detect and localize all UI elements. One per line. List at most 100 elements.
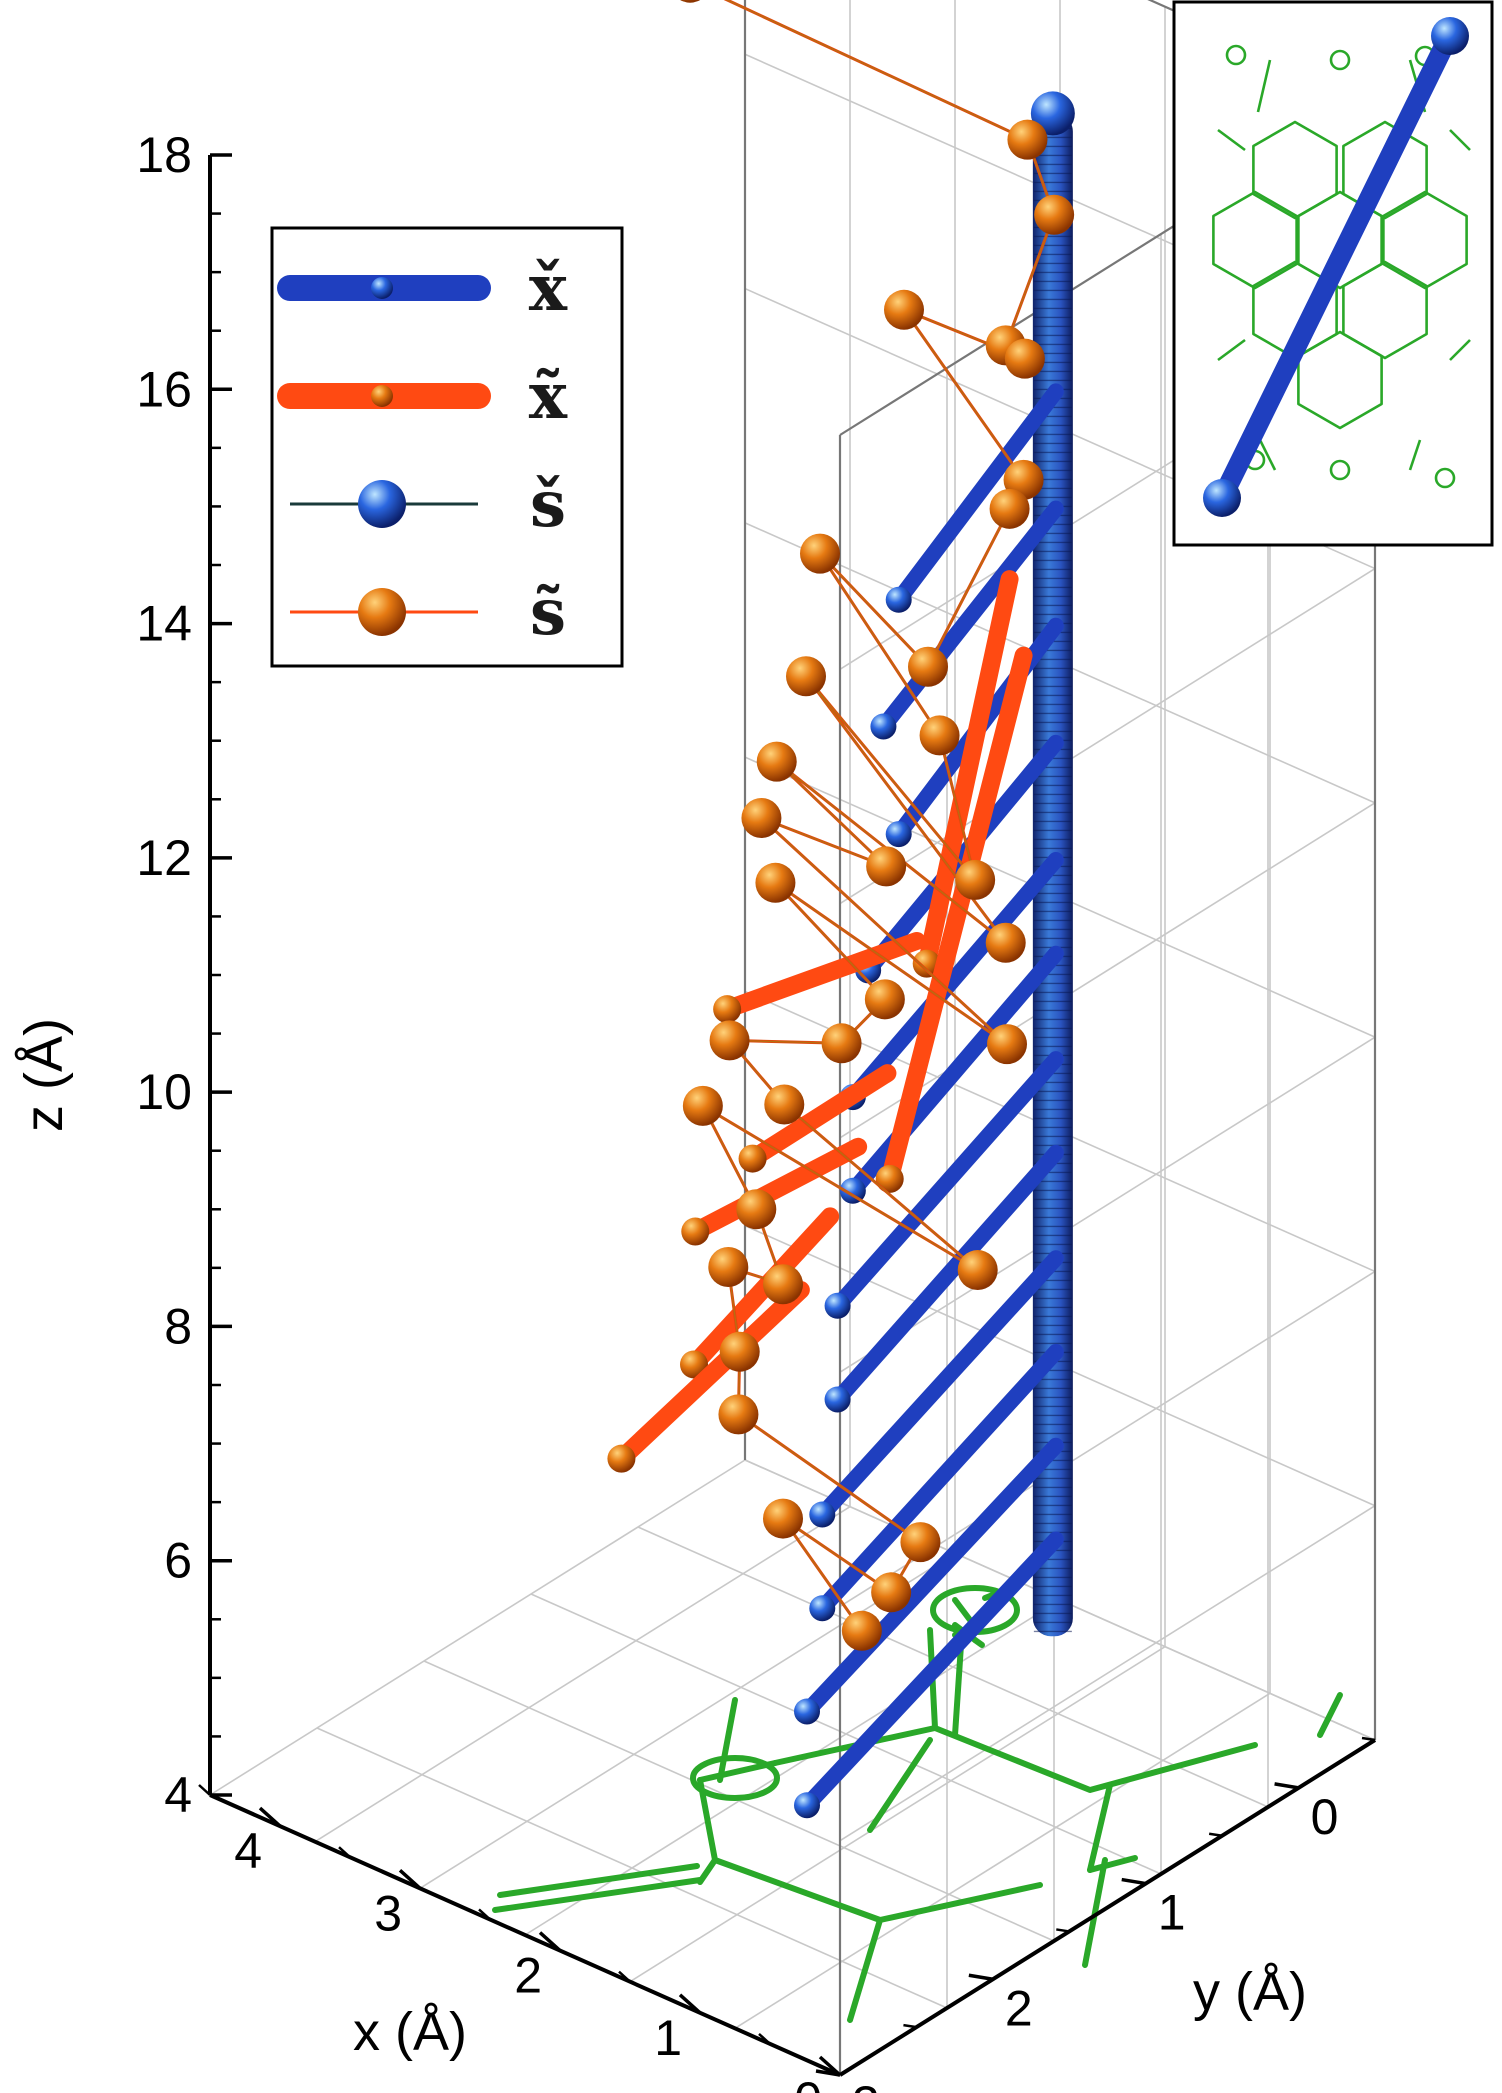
legend-swatch-sphere [358, 480, 406, 528]
z-tick-label: 14 [136, 596, 192, 652]
legend-item: x̌ [277, 251, 568, 326]
legend-layer: x̌ x̃ š s̃ [270, 226, 624, 668]
inset-bond [1256, 59, 1272, 113]
z-axis-label: z (Å) [14, 1018, 74, 1132]
grid-line [839, 1505, 1376, 1842]
s-tilde-point [755, 862, 796, 903]
inset-oxygen [1225, 44, 1247, 66]
x-tilde-segment [880, 646, 1033, 1188]
x-tilde-segment [612, 1280, 810, 1468]
s-check-point [809, 1501, 836, 1528]
legend-swatch-dot [371, 385, 393, 407]
legend-item: x̃ [277, 359, 568, 434]
x-tilde-segment [718, 931, 926, 1019]
s-tilde-point [957, 1250, 998, 1291]
s-tilde-point [763, 1498, 803, 1539]
s-check-point [839, 1177, 866, 1204]
inset-bond [1449, 339, 1471, 361]
x-tilde-endpoint [681, 1217, 710, 1246]
x-tick-label: 3 [374, 1885, 402, 1941]
floor-bond [867, 1737, 933, 1833]
x-minor-tick [758, 2032, 771, 2045]
s-tilde-point [800, 533, 840, 574]
s-tilde-point [763, 1264, 803, 1305]
s-tilde-point [871, 1572, 912, 1613]
legend-item: s̃ [290, 575, 566, 650]
s-tilde-point [741, 798, 782, 839]
s-check-point [809, 1595, 836, 1622]
y-minor-tick [903, 2023, 917, 2029]
floor-bond [697, 1777, 883, 1923]
s-tilde-point [764, 1084, 805, 1125]
s-tilde-point [900, 1522, 941, 1563]
floor-ring-atom [690, 1755, 780, 1801]
x-tilde-segment [686, 1137, 868, 1241]
x-axis-line [209, 1793, 841, 2077]
axis-layer: 4681012141618012340123z (Å)x (Å)y (Å) [14, 127, 1377, 2093]
s-tilde-point [985, 922, 1026, 963]
x-check-column-top [1030, 91, 1075, 136]
floor-bond [492, 1877, 703, 1913]
grid-line [314, 1505, 851, 1843]
y-tick-label: 2 [1005, 1980, 1033, 2036]
inset-axis-end [1431, 17, 1469, 55]
inset-bond [1217, 128, 1246, 152]
x-tilde-segment [743, 1064, 897, 1168]
floor-molecule-layer [492, 1585, 1343, 2023]
s-check-stick [844, 945, 1064, 1199]
x-minor-tick [478, 1908, 491, 1921]
s-tilde-point [919, 715, 960, 756]
y-minor-tick [1056, 1928, 1070, 1933]
s-check-point [794, 1698, 820, 1725]
s-tilde-point [841, 1610, 882, 1651]
grid-line [629, 1645, 1166, 1983]
s-tilde-point [821, 1023, 862, 1064]
y-axis-label: y (Å) [1193, 1962, 1307, 2022]
s-tilde-point [864, 979, 905, 1020]
grid-line [530, 1593, 1162, 1875]
data-layer [607, 0, 1075, 1819]
x-tilde-endpoint [713, 995, 742, 1024]
s-tilde-point [709, 1020, 750, 1061]
s-check-stick [799, 1437, 1064, 1720]
y-tick [1274, 1782, 1299, 1790]
z-tick-label: 8 [164, 1298, 192, 1354]
floor-bond [497, 1863, 700, 1898]
s-tilde-point [989, 488, 1030, 529]
x-tilde-endpoint [680, 1350, 708, 1379]
z-tick-label: 10 [136, 1064, 192, 1120]
y-minor-tick [1208, 1832, 1223, 1837]
y-tick-label: 1 [1158, 1885, 1186, 1941]
inset-bond [1217, 338, 1246, 362]
s-tilde-point [884, 289, 924, 330]
inset-oxygen [1329, 49, 1351, 71]
legend-swatch-dot [371, 277, 393, 299]
grid-line [209, 1459, 746, 1796]
z-tick-label: 4 [164, 1767, 192, 1823]
s-check-point [794, 1792, 820, 1819]
legend-label: s̃ [530, 575, 566, 650]
inset-axis-line [1212, 28, 1458, 508]
s-tilde-point [1007, 119, 1048, 160]
s-check-stick [844, 852, 1064, 1106]
inset-ring [1342, 120, 1428, 220]
grid-line [524, 1599, 1061, 1936]
z-tick-label: 6 [164, 1533, 192, 1589]
floor-bond [717, 1697, 738, 1783]
legend-item: š [290, 467, 566, 542]
s-tilde-point [756, 741, 797, 782]
legend-swatch-sphere [358, 588, 406, 636]
x-tick [818, 2055, 842, 2077]
s-tilde-point [708, 1247, 749, 1288]
legend-label: š [530, 467, 566, 542]
grid-line [637, 1526, 1269, 1808]
floor-bond [847, 1917, 883, 2023]
y-tick [815, 2069, 841, 2077]
s-tilde-point [682, 1085, 723, 1126]
s-check-stick [860, 734, 1064, 979]
s-tilde-point [908, 646, 948, 687]
x-minor-tick [338, 1846, 351, 1859]
s-tilde-point [736, 1189, 777, 1230]
grid-line [316, 1727, 948, 2009]
